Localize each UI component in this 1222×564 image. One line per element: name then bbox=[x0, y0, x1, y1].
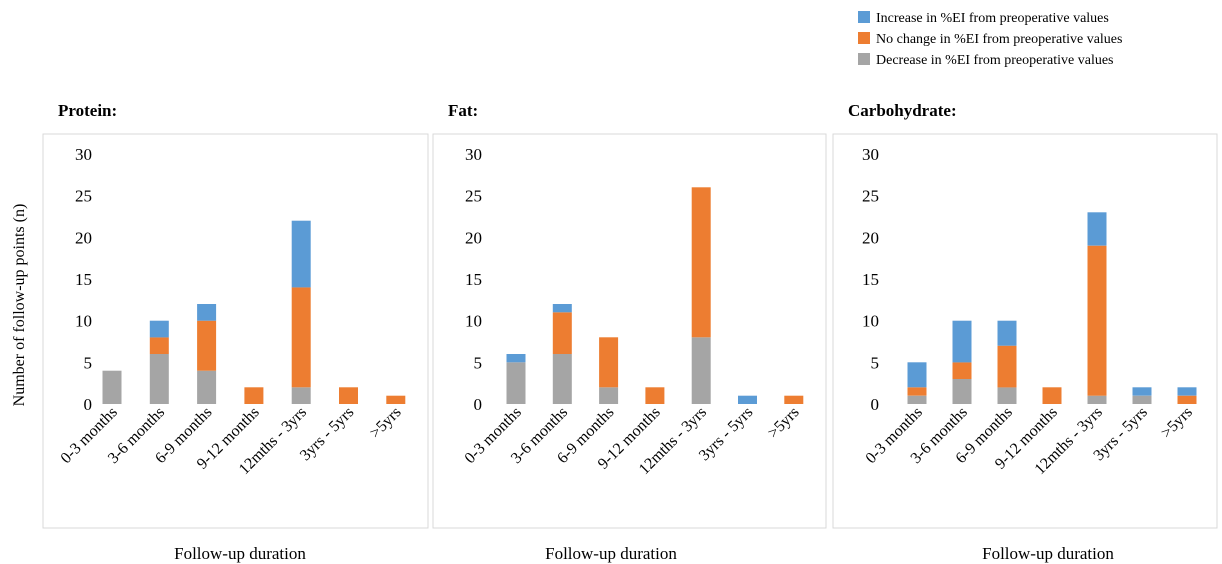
bar-carbohydrate-increase-6 bbox=[1177, 387, 1197, 396]
panel-title-protein: Protein: bbox=[58, 101, 117, 120]
y-tick-label-fat-0: 0 bbox=[474, 395, 483, 414]
bar-fat-no-change-3 bbox=[645, 387, 665, 404]
bar-fat-increase-1 bbox=[552, 304, 572, 313]
bar-fat-no-change-1 bbox=[552, 312, 572, 354]
bar-carbohydrate-decrease-5 bbox=[1132, 395, 1152, 404]
legend-label-no-change: No change in %EI from preoperative value… bbox=[876, 32, 1122, 47]
y-tick-label-fat-3: 15 bbox=[465, 270, 482, 289]
y-tick-label-fat-2: 10 bbox=[465, 312, 482, 331]
legend-swatch-decrease bbox=[858, 53, 870, 65]
bar-protein-decrease-0 bbox=[102, 370, 122, 404]
panel-frame-protein bbox=[42, 133, 429, 529]
bar-fat-no-change-6 bbox=[784, 395, 804, 404]
bar-protein-decrease-4 bbox=[291, 387, 311, 404]
y-tick-label-protein-1: 5 bbox=[84, 353, 93, 372]
bar-fat-no-change-2 bbox=[599, 337, 619, 388]
bar-carbohydrate-no-change-2 bbox=[997, 345, 1017, 388]
y-tick-label-protein-2: 10 bbox=[75, 312, 92, 331]
y-tick-label-carbohydrate-3: 15 bbox=[862, 270, 879, 289]
legend-swatch-no-change bbox=[858, 32, 870, 44]
bar-fat-decrease-4 bbox=[691, 337, 711, 404]
bar-protein-no-change-2 bbox=[197, 320, 217, 371]
bar-fat-increase-0 bbox=[506, 354, 526, 363]
y-tick-label-carbohydrate-2: 10 bbox=[862, 312, 879, 331]
x-axis-label-protein: Follow-up duration bbox=[174, 544, 306, 563]
x-tick-label-carbohydrate-6: >5yrs bbox=[1158, 404, 1196, 442]
x-axis-label-fat: Follow-up duration bbox=[545, 544, 677, 563]
bar-protein-no-change-1 bbox=[149, 337, 169, 354]
y-tick-label-fat-6: 30 bbox=[465, 145, 482, 164]
x-tick-label-fat-6: >5yrs bbox=[765, 404, 803, 442]
bar-fat-decrease-2 bbox=[599, 387, 619, 404]
panel-frame-carbohydrate bbox=[832, 133, 1218, 529]
bar-carbohydrate-increase-0 bbox=[907, 362, 927, 388]
y-tick-label-carbohydrate-4: 20 bbox=[862, 228, 879, 247]
x-axis-label-carbohydrate: Follow-up duration bbox=[982, 544, 1114, 563]
legend-swatch-increase bbox=[858, 11, 870, 23]
bar-fat-increase-5 bbox=[738, 395, 757, 404]
bar-carbohydrate-no-change-1 bbox=[952, 362, 972, 379]
x-tick-label-protein-6: >5yrs bbox=[367, 404, 405, 442]
bar-carbohydrate-increase-4 bbox=[1087, 212, 1107, 246]
bar-protein-decrease-2 bbox=[197, 370, 217, 404]
y-axis-label: Number of follow-up points (n) bbox=[11, 204, 28, 407]
y-tick-label-fat-1: 5 bbox=[474, 353, 483, 372]
bar-protein-no-change-6 bbox=[386, 395, 406, 404]
y-tick-label-protein-3: 15 bbox=[75, 270, 92, 289]
y-tick-label-carbohydrate-5: 25 bbox=[862, 187, 879, 206]
bar-protein-increase-4 bbox=[291, 220, 311, 288]
panel-title-carbohydrate: Carbohydrate: bbox=[848, 101, 957, 120]
bar-carbohydrate-no-change-3 bbox=[1042, 387, 1062, 404]
bar-protein-no-change-3 bbox=[244, 387, 264, 404]
legend-label-increase: Increase in %EI from preoperative values bbox=[876, 11, 1109, 26]
bar-carbohydrate-increase-1 bbox=[952, 320, 972, 363]
panel-title-fat: Fat: bbox=[448, 101, 478, 120]
y-tick-label-fat-4: 20 bbox=[465, 228, 482, 247]
bar-protein-increase-1 bbox=[149, 320, 169, 338]
y-tick-label-fat-5: 25 bbox=[465, 187, 482, 206]
bar-protein-no-change-4 bbox=[291, 287, 311, 388]
bar-protein-increase-2 bbox=[197, 304, 217, 321]
bar-protein-no-change-5 bbox=[339, 387, 358, 404]
y-tick-label-carbohydrate-6: 30 bbox=[862, 145, 879, 164]
bar-carbohydrate-no-change-0 bbox=[907, 387, 927, 396]
bar-carbohydrate-decrease-4 bbox=[1087, 395, 1107, 404]
bar-carbohydrate-decrease-0 bbox=[907, 395, 927, 404]
y-tick-label-protein-6: 30 bbox=[75, 145, 92, 164]
bar-protein-decrease-1 bbox=[149, 354, 169, 404]
y-tick-label-protein-0: 0 bbox=[84, 395, 93, 414]
bar-carbohydrate-increase-2 bbox=[997, 320, 1017, 346]
bar-carbohydrate-increase-5 bbox=[1132, 387, 1152, 396]
bar-carbohydrate-no-change-6 bbox=[1177, 395, 1197, 404]
bar-fat-no-change-4 bbox=[691, 187, 711, 338]
bar-fat-decrease-1 bbox=[552, 354, 572, 404]
y-tick-label-protein-4: 20 bbox=[75, 228, 92, 247]
bar-carbohydrate-decrease-2 bbox=[997, 387, 1017, 404]
y-tick-label-carbohydrate-1: 5 bbox=[871, 353, 880, 372]
bar-carbohydrate-no-change-4 bbox=[1087, 245, 1107, 396]
y-tick-label-carbohydrate-0: 0 bbox=[871, 395, 880, 414]
bar-carbohydrate-decrease-1 bbox=[952, 379, 972, 404]
y-tick-label-protein-5: 25 bbox=[75, 187, 92, 206]
legend: Increase in %EI from preoperative values… bbox=[858, 11, 1122, 68]
panel-frame-fat bbox=[432, 133, 827, 529]
legend-label-decrease: Decrease in %EI from preoperative values bbox=[876, 53, 1114, 68]
bar-fat-decrease-0 bbox=[506, 362, 526, 404]
